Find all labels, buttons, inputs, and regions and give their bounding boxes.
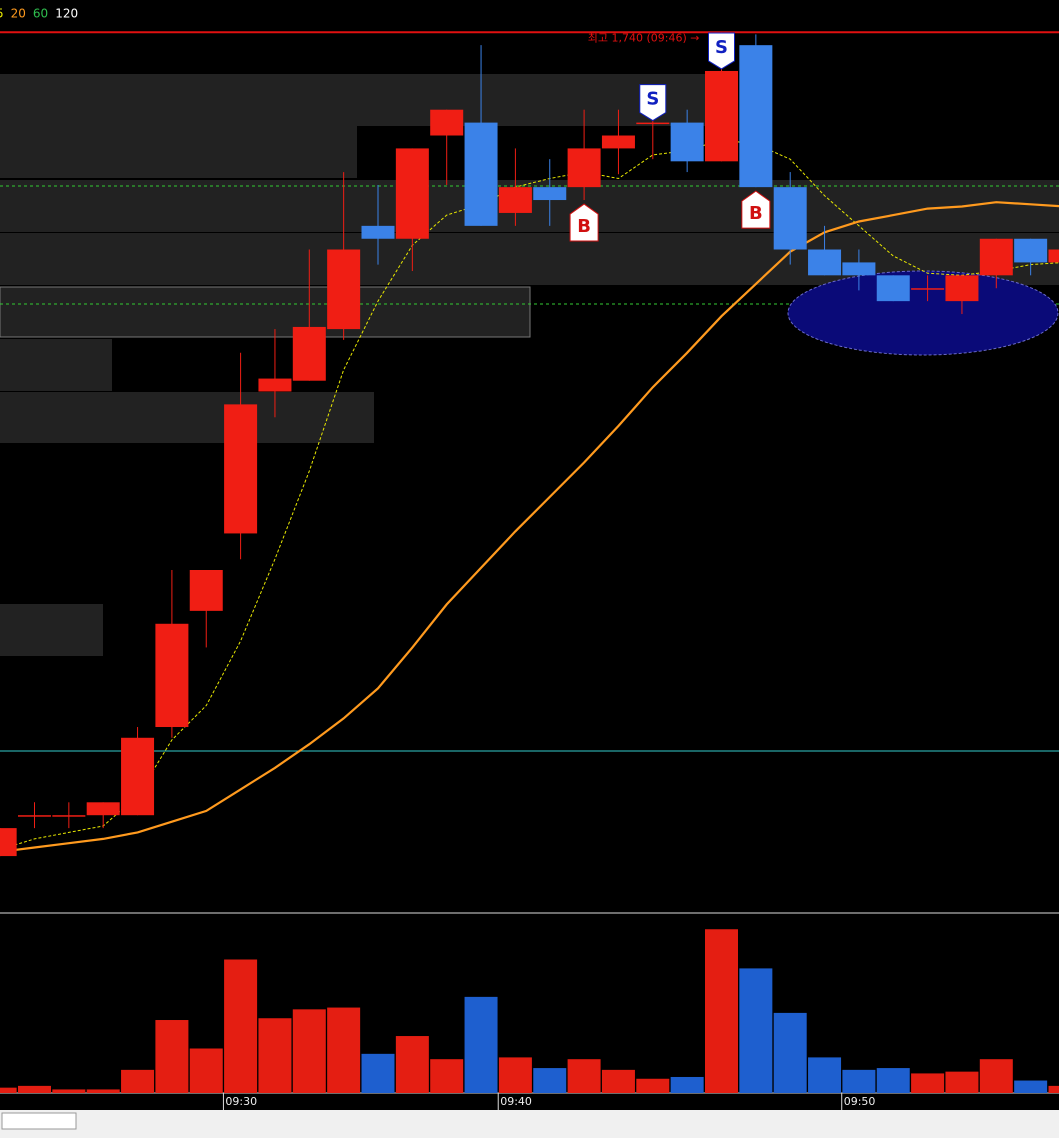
candle-body [945,275,979,302]
signal-shape [639,84,667,122]
volume-bar [258,1018,292,1093]
candle-body [739,45,773,188]
candle-body [258,378,292,392]
candle-body [979,238,1013,276]
candle-body [327,249,361,330]
signal-marker: S [639,84,667,122]
volume-bar [533,1068,567,1093]
candle-body [911,288,945,290]
volume-bar [121,1069,155,1093]
volume-bar [945,1071,979,1093]
candle-body [395,148,429,239]
signal-shape [708,32,735,70]
volume-bar [739,968,773,1093]
volume-bar [464,996,498,1093]
volume-bar [224,959,258,1093]
zone [0,604,103,656]
candle-body [876,275,910,302]
volume-bar [1048,1085,1059,1093]
signal-label: B [749,203,763,224]
volume-bar [395,1036,429,1093]
candle-body [430,109,464,136]
volume-bar [498,1057,532,1093]
ma-line [0,139,1059,851]
candle-body [498,187,532,213]
candle-body [1048,249,1059,263]
volume-bar [430,1059,464,1093]
signal-marker: B [569,203,599,242]
volume-bar [52,1089,86,1093]
candle-body [601,135,635,149]
zone [0,339,112,391]
ma-line [0,201,1059,853]
candle-body [292,326,326,381]
volume-bar [567,1059,601,1093]
signal-shape [741,190,771,229]
candle-body [189,570,223,611]
volume-bar [18,1085,51,1093]
highlight-ellipse [787,270,1059,356]
zone [0,74,705,126]
volume-bar [601,1069,635,1093]
scrollbar-thumb[interactable] [1,1112,77,1130]
candle-body [155,623,189,728]
candle-body [0,828,17,857]
candle-body [121,737,155,816]
candle-body [842,262,876,276]
legend-entry: 20 [11,7,26,21]
volume-bar [86,1089,120,1093]
candle-body [705,70,738,162]
volume-bar [292,1009,326,1093]
candle-body [361,225,395,239]
signal-label: S [715,37,728,58]
candle-body [636,122,670,125]
candle-body [773,187,807,250]
candle-body [464,122,498,226]
high-annotation: 최고 1,740 (09:46) → [588,31,700,44]
volume-bar [876,1068,910,1093]
candle-body [533,187,567,201]
legend-entry: 120 [55,7,78,21]
legend-entry: 60 [33,7,48,21]
candle-body [224,404,258,534]
plot: 최고 1,740 (09:46) → S S B B 09:30 09:40 09:50 5 20… [0,7,1059,1110]
zone [0,286,531,338]
x-tick-label: 09:40 [500,1095,532,1108]
volume-bar [636,1078,670,1093]
signal-label: B [577,216,591,237]
volume-bar [773,1012,807,1093]
zone [0,126,357,178]
volume-bar [189,1048,223,1093]
volume-bar [979,1059,1013,1093]
signal-label: S [646,89,659,110]
signal-shape [569,203,599,242]
candle-body [808,249,842,276]
x-tick-label: 09:30 [225,1095,257,1108]
candle-body [567,148,601,188]
candle-body [18,815,51,817]
signal-marker: B [741,190,771,229]
scrollbar[interactable] [0,1110,1059,1138]
volume-bar [327,1007,361,1093]
zone [0,392,374,443]
volume-bar [705,929,738,1093]
candle-body [1014,238,1048,263]
volume-bar [808,1057,842,1093]
signal-marker: S [708,32,735,70]
volume-bar [842,1069,876,1093]
candle-body [670,122,704,162]
volume-bar [0,1087,17,1093]
candle-body [86,802,120,816]
volume-bar [361,1053,395,1093]
volume-bar [670,1076,704,1093]
candle-body [52,815,86,817]
legend-entry: 5 [0,7,4,21]
x-tick-label: 09:50 [844,1095,876,1108]
volume-bar [911,1073,945,1093]
volume-bar [1014,1080,1048,1093]
volume-bar [155,1020,189,1093]
